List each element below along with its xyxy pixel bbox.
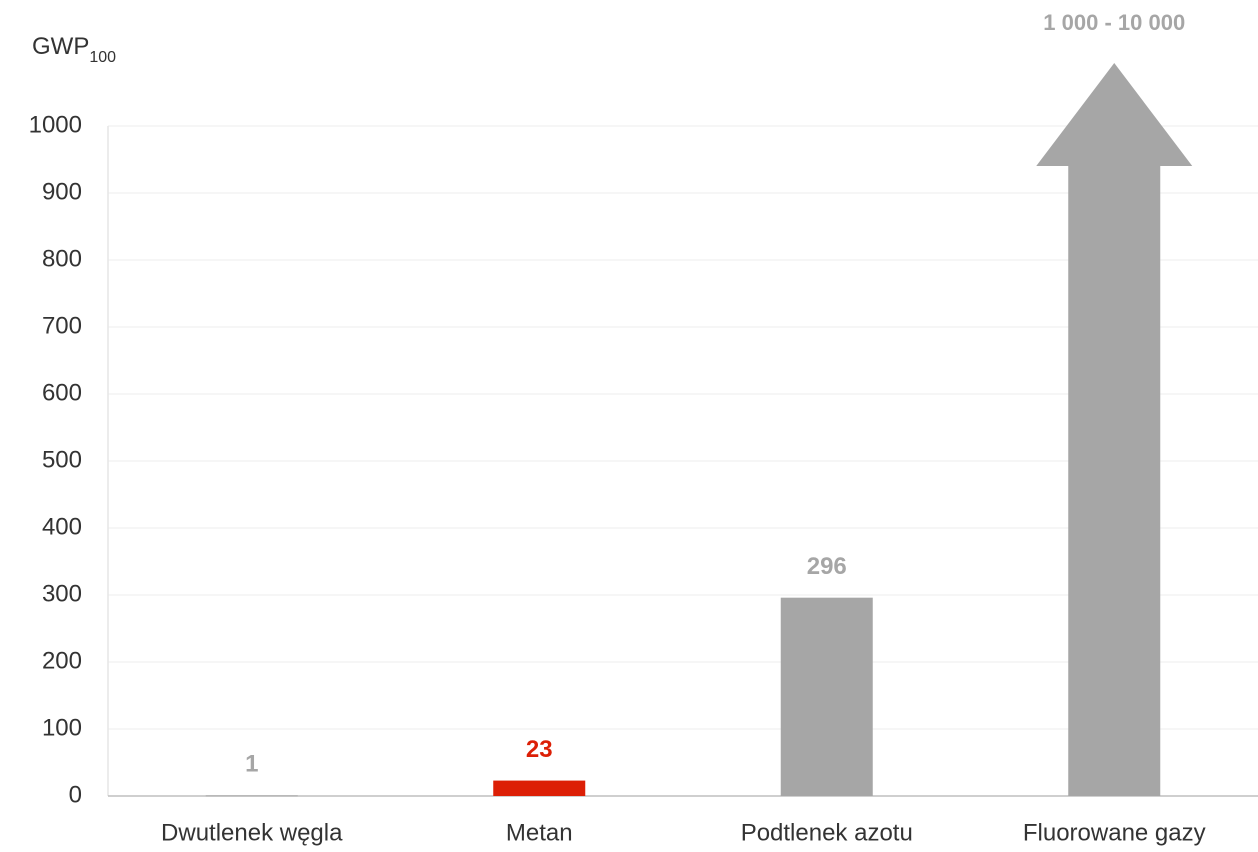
y-axis-label-main: GWP bbox=[32, 33, 89, 60]
bar bbox=[493, 780, 586, 796]
value-label: 296 bbox=[807, 553, 847, 580]
annotation: 1 000 - 10 000 bbox=[1043, 10, 1185, 35]
value-label: 1 bbox=[245, 751, 258, 778]
x-tick-label: Dwutlenek węgla bbox=[161, 819, 343, 846]
y-axis-label: GWP100 bbox=[32, 33, 116, 66]
y-tick-label: 500 bbox=[42, 446, 82, 473]
x-tick-label: Fluorowane gazy bbox=[1023, 819, 1206, 846]
value-label: 23 bbox=[526, 736, 553, 763]
y-tick-label: 300 bbox=[42, 580, 82, 607]
y-tick-label: 200 bbox=[42, 647, 82, 674]
y-tick-label: 900 bbox=[42, 178, 82, 205]
y-tick-label: 400 bbox=[42, 513, 82, 540]
x-tick-label: Podtlenek azotu bbox=[741, 819, 913, 846]
y-tick-label: 700 bbox=[42, 312, 82, 339]
y-tick-label: 1000 bbox=[29, 111, 82, 138]
bar bbox=[780, 597, 873, 796]
bar bbox=[205, 795, 298, 797]
y-tick-label: 600 bbox=[42, 379, 82, 406]
y-axis-label-sub: 100 bbox=[89, 49, 116, 66]
x-tick-label: Metan bbox=[506, 819, 573, 846]
y-tick-label: 800 bbox=[42, 245, 82, 272]
y-tick-label: 100 bbox=[42, 714, 82, 741]
y-tick-label: 0 bbox=[69, 781, 82, 808]
arrow bbox=[1036, 63, 1193, 796]
